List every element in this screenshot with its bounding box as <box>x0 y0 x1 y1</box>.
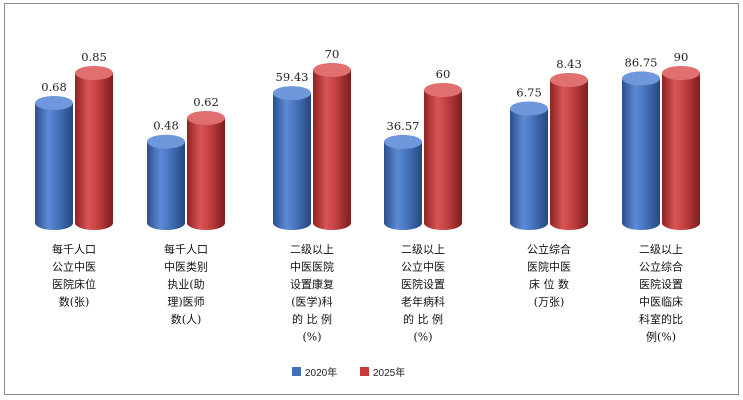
legend-item-2025: 2025年 <box>360 366 405 379</box>
category-labels-layer: 每千人口公立中医医院床位数(张) 每千人口中医类别执业(助理)医师数(人) 二级以上… <box>52 242 683 344</box>
value-label-2020-3: 36.57 <box>387 119 420 133</box>
value-label-2020-0: 0.68 <box>41 80 67 94</box>
legend: 2020年 2025年 <box>292 366 405 379</box>
value-labels-layer: 0.68 0.85 0.48 0.62 59.43 70 36.57 60 6.75 8.43 86… <box>41 47 688 133</box>
value-label-2025-3: 60 <box>436 67 451 81</box>
value-label-2025-5: 90 <box>674 50 689 64</box>
category-label-4: 公立综合医院中医床 位 数(万张) <box>527 242 571 309</box>
bar-2020-4 <box>510 101 548 230</box>
chart-frame <box>4 3 739 395</box>
legend-swatch <box>360 367 369 376</box>
bar-2020-1 <box>147 134 185 230</box>
value-label-2020-2: 59.43 <box>276 70 309 84</box>
category-label-3: 二级以上公立中医医院设置老年病科的 比 例(%) <box>401 243 445 344</box>
legend-item-2020: 2020年 <box>292 366 337 379</box>
legend-swatch <box>292 367 301 376</box>
value-label-2020-4: 6.75 <box>516 85 542 99</box>
legend-label: 2020年 <box>305 366 337 379</box>
bar-2020-0 <box>35 96 73 230</box>
value-label-2025-1: 0.62 <box>193 95 219 109</box>
bar-2025-5 <box>662 66 700 230</box>
bar-2020-3 <box>384 134 422 230</box>
bar-2025-0 <box>75 66 113 230</box>
value-label-2025-0: 0.85 <box>81 50 107 64</box>
value-label-2020-5: 86.75 <box>625 55 658 69</box>
bars-layer <box>35 63 700 231</box>
legend-label: 2025年 <box>373 366 405 379</box>
category-label-5: 二级以上公立综合医院设置中医临床科室的比例(%) <box>639 243 683 344</box>
value-label-2025-2: 70 <box>325 47 340 61</box>
bar-2020-2 <box>273 86 311 230</box>
bar-2025-1 <box>187 111 225 230</box>
bar-2020-5 <box>622 71 660 231</box>
bar-2025-3 <box>424 83 462 230</box>
bar-2025-4 <box>550 73 588 230</box>
category-label-0: 每千人口公立中医医院床位数(张) <box>52 242 96 309</box>
category-label-2: 二级以上中医医院设置康复(医学)科的 比 例(%) <box>290 243 334 344</box>
bar-2025-2 <box>313 63 351 230</box>
category-label-1: 每千人口中医类别执业(助理)医师数(人) <box>164 242 208 326</box>
value-label-2025-4: 8.43 <box>556 57 582 71</box>
value-label-2020-1: 0.48 <box>153 119 179 133</box>
